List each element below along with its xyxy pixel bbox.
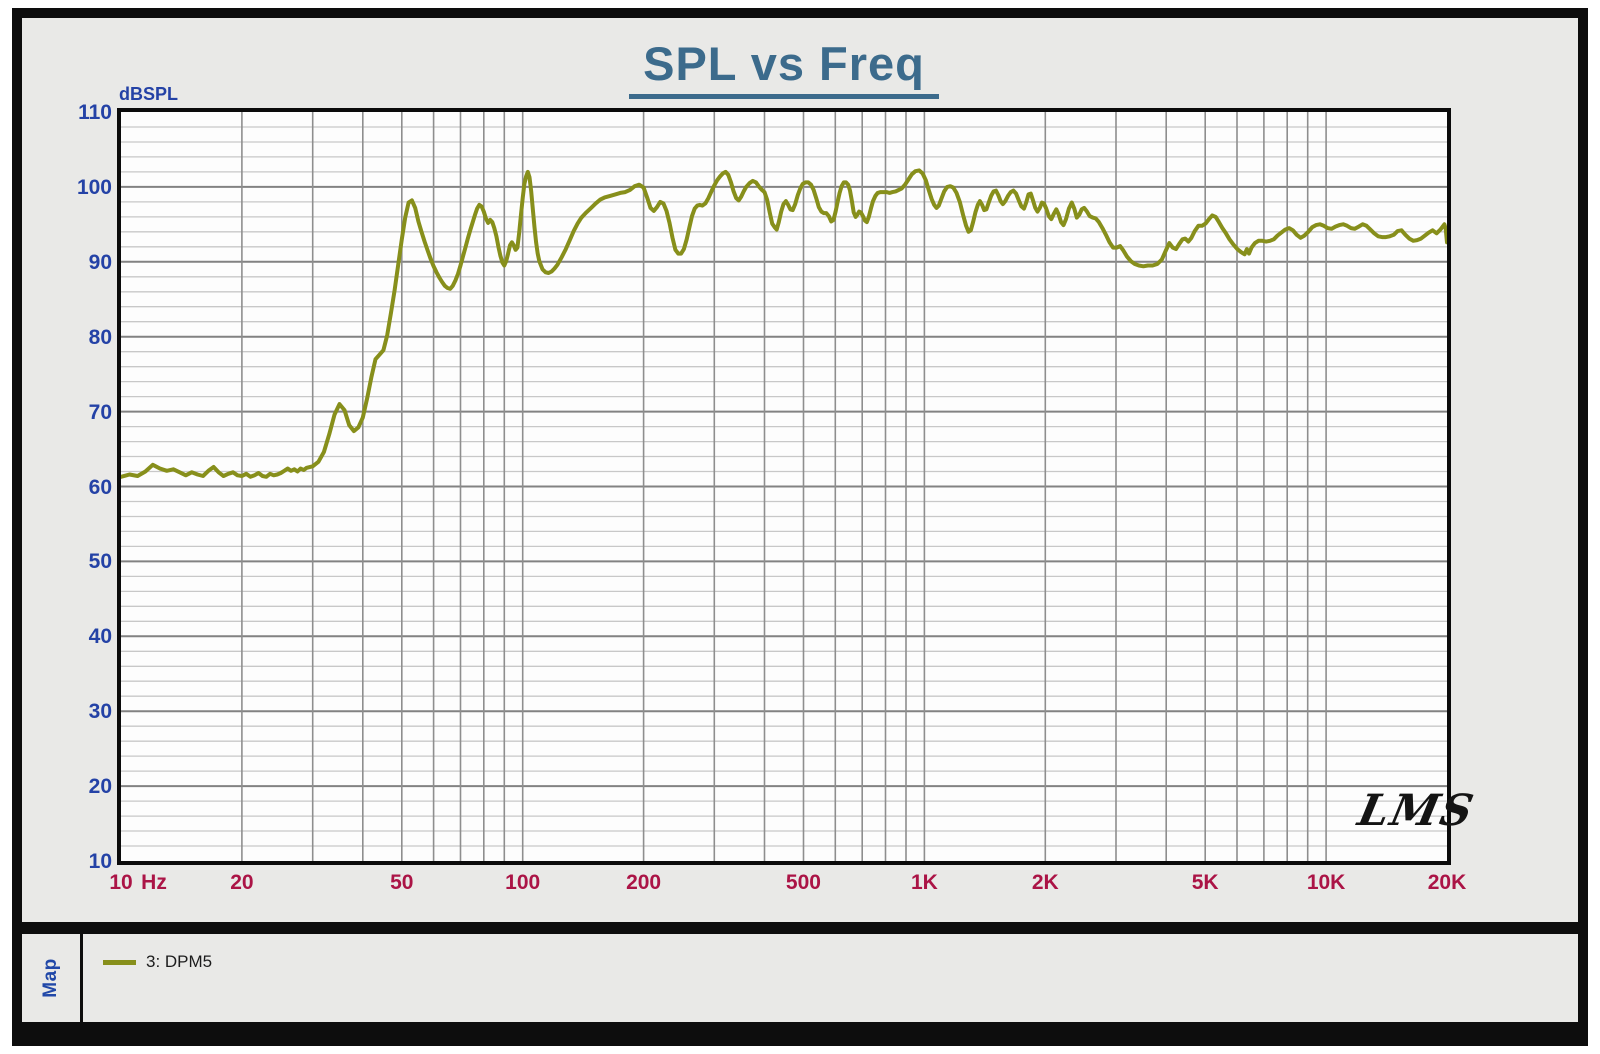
x-tick-label: 100	[505, 871, 541, 894]
y-tick-label: 10	[88, 850, 112, 873]
y-tick-label: 20	[88, 775, 112, 799]
x-tick-label: 500	[785, 871, 821, 894]
x-tick-label: 10	[109, 871, 133, 894]
x-tick-label: 20	[230, 871, 254, 894]
y-tick-label: 40	[88, 625, 112, 649]
y-tick-label: 50	[88, 550, 112, 574]
y-tick-label: 80	[88, 325, 112, 349]
x-tick-label: 200	[626, 871, 662, 894]
chart-panel: SPL vs Freq dBSPL 110 100 90 80 70 60 50 40 30 20…	[22, 18, 1578, 922]
legend-label: 3: DPM5	[146, 952, 213, 971]
y-tick-label: 100	[76, 175, 112, 199]
legend-row: Map 3: DPM5	[22, 934, 1578, 1022]
spl-curve-svg	[121, 112, 1447, 861]
separator-bar	[22, 922, 1578, 934]
lms-logo: LMS	[1353, 786, 1480, 836]
x-tick-label: 5K	[1191, 871, 1219, 894]
y-tick-label: 30	[88, 700, 112, 724]
plot-area	[117, 108, 1451, 865]
map-label: Map	[40, 958, 61, 998]
x-tick-label: 20K	[1427, 871, 1467, 894]
x-tick-label: 10K	[1306, 871, 1346, 894]
page-title: SPL vs Freq	[629, 36, 939, 99]
x-tick-label: 2K	[1031, 871, 1059, 894]
y-axis-unit-label: dBSPL	[119, 84, 179, 104]
legend-content: 3: DPM5	[83, 934, 1578, 1022]
legend-entry: 3: DPM5	[103, 952, 1578, 972]
y-tick-label: 70	[88, 400, 112, 424]
y-tick-label: 110	[78, 101, 112, 124]
title-wrap: SPL vs Freq	[117, 36, 1451, 99]
x-tick-label: 50	[390, 871, 414, 894]
y-tick-label: 90	[88, 250, 112, 274]
x-axis-unit-label: Hz	[141, 871, 167, 894]
legend-line-swatch	[103, 959, 136, 965]
footer-band	[22, 1022, 1578, 1036]
y-tick-label: 60	[88, 475, 112, 499]
map-cell: Map	[22, 934, 83, 1022]
x-tick-label: 1K	[910, 871, 938, 894]
window-frame: SPL vs Freq dBSPL 110 100 90 80 70 60 50 40 30 20…	[12, 8, 1588, 1046]
